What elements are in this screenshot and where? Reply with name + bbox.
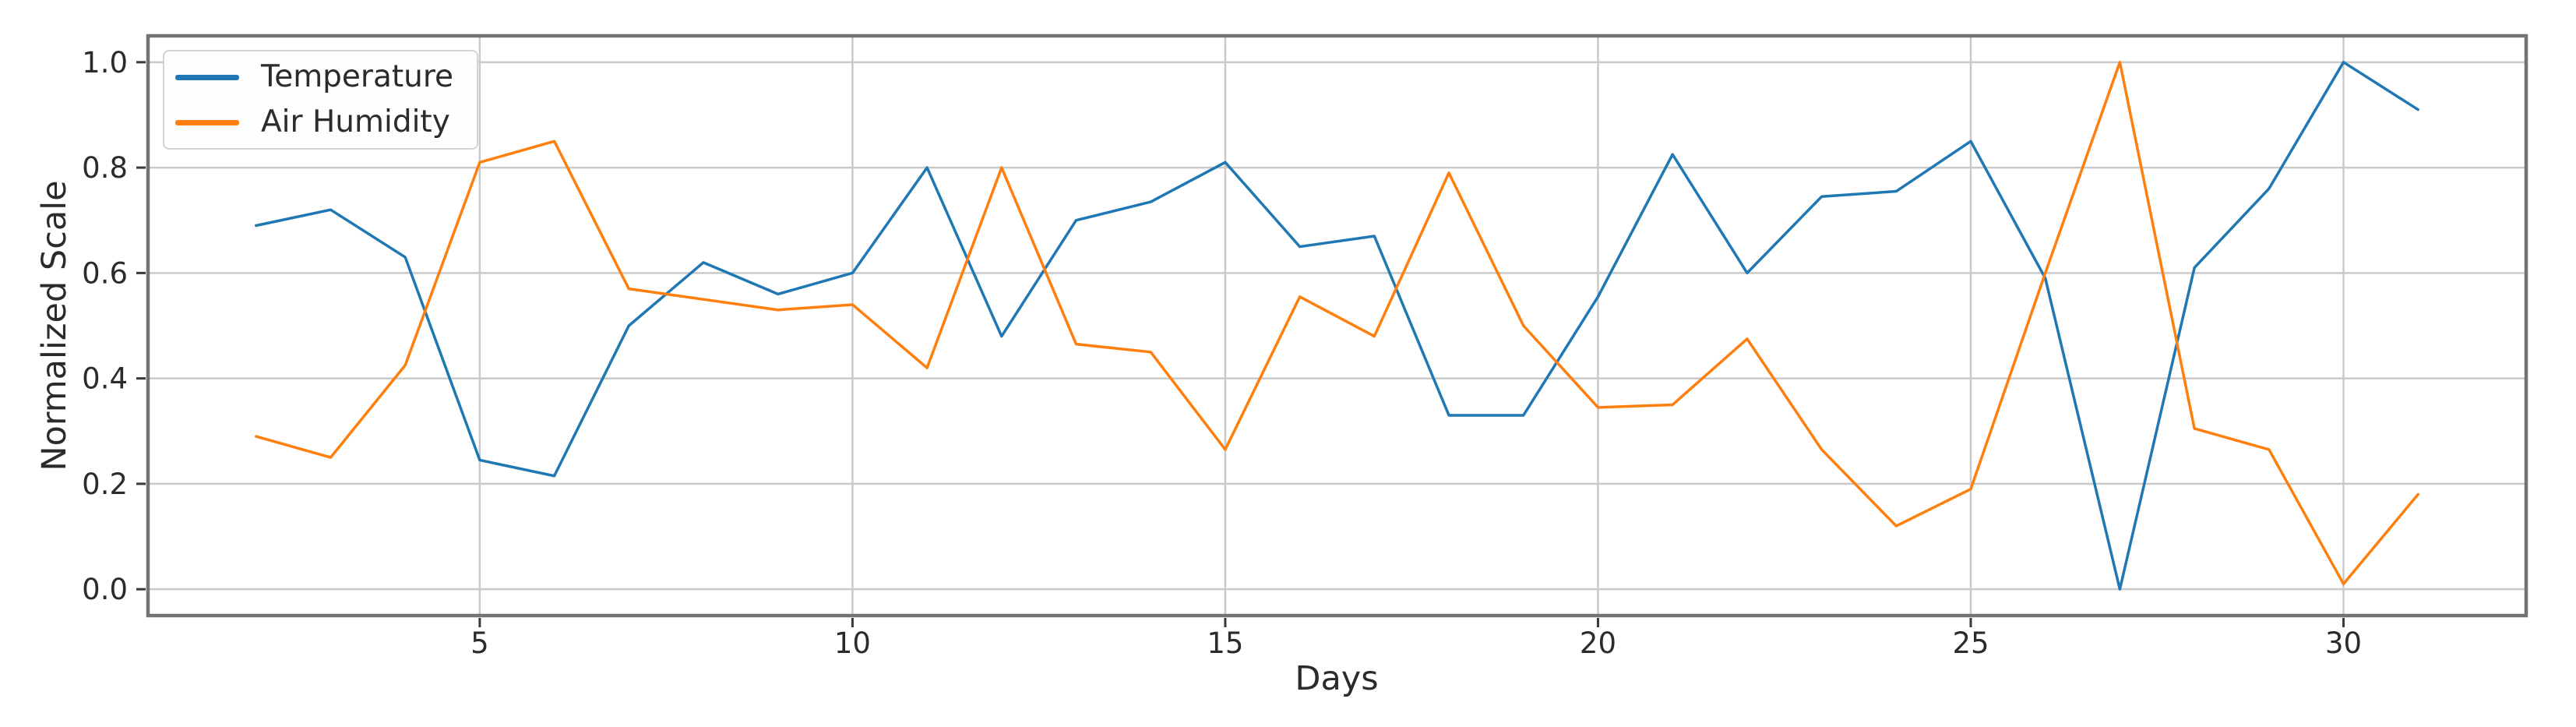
- x-tick-label: 5: [470, 626, 489, 660]
- y-tick-label: 0.6: [82, 256, 128, 290]
- x-tick-label: 20: [1580, 626, 1616, 660]
- y-axis-label: Normalized Scale: [35, 180, 74, 471]
- legend: Temperature Air Humidity: [163, 50, 479, 150]
- x-tick-label: 15: [1207, 626, 1243, 660]
- legend-label-air-humidity: Air Humidity: [261, 104, 450, 139]
- y-tick-label: 0.0: [82, 573, 128, 606]
- x-tick-label: 10: [834, 626, 871, 660]
- legend-item-air-humidity: Air Humidity: [175, 104, 453, 140]
- y-tick-label: 0.8: [82, 151, 128, 185]
- axes-spines: [146, 34, 2528, 618]
- y-tick-label: 1.0: [82, 46, 128, 79]
- x-tick-label: 25: [1952, 626, 1989, 660]
- legend-label-temperature: Temperature: [261, 59, 454, 94]
- series-line-air-humidity: [255, 61, 2419, 586]
- x-tick-label: 30: [2325, 626, 2362, 660]
- legend-item-temperature: Temperature: [175, 59, 453, 95]
- x-axis-label: Days: [1295, 659, 1379, 698]
- temperature-line-swatch: [175, 74, 239, 80]
- series-line-temperature: [255, 61, 2419, 591]
- air-humidity-line-swatch: [175, 119, 239, 125]
- y-tick-label: 0.4: [82, 362, 128, 396]
- y-tick-label: 0.2: [82, 468, 128, 501]
